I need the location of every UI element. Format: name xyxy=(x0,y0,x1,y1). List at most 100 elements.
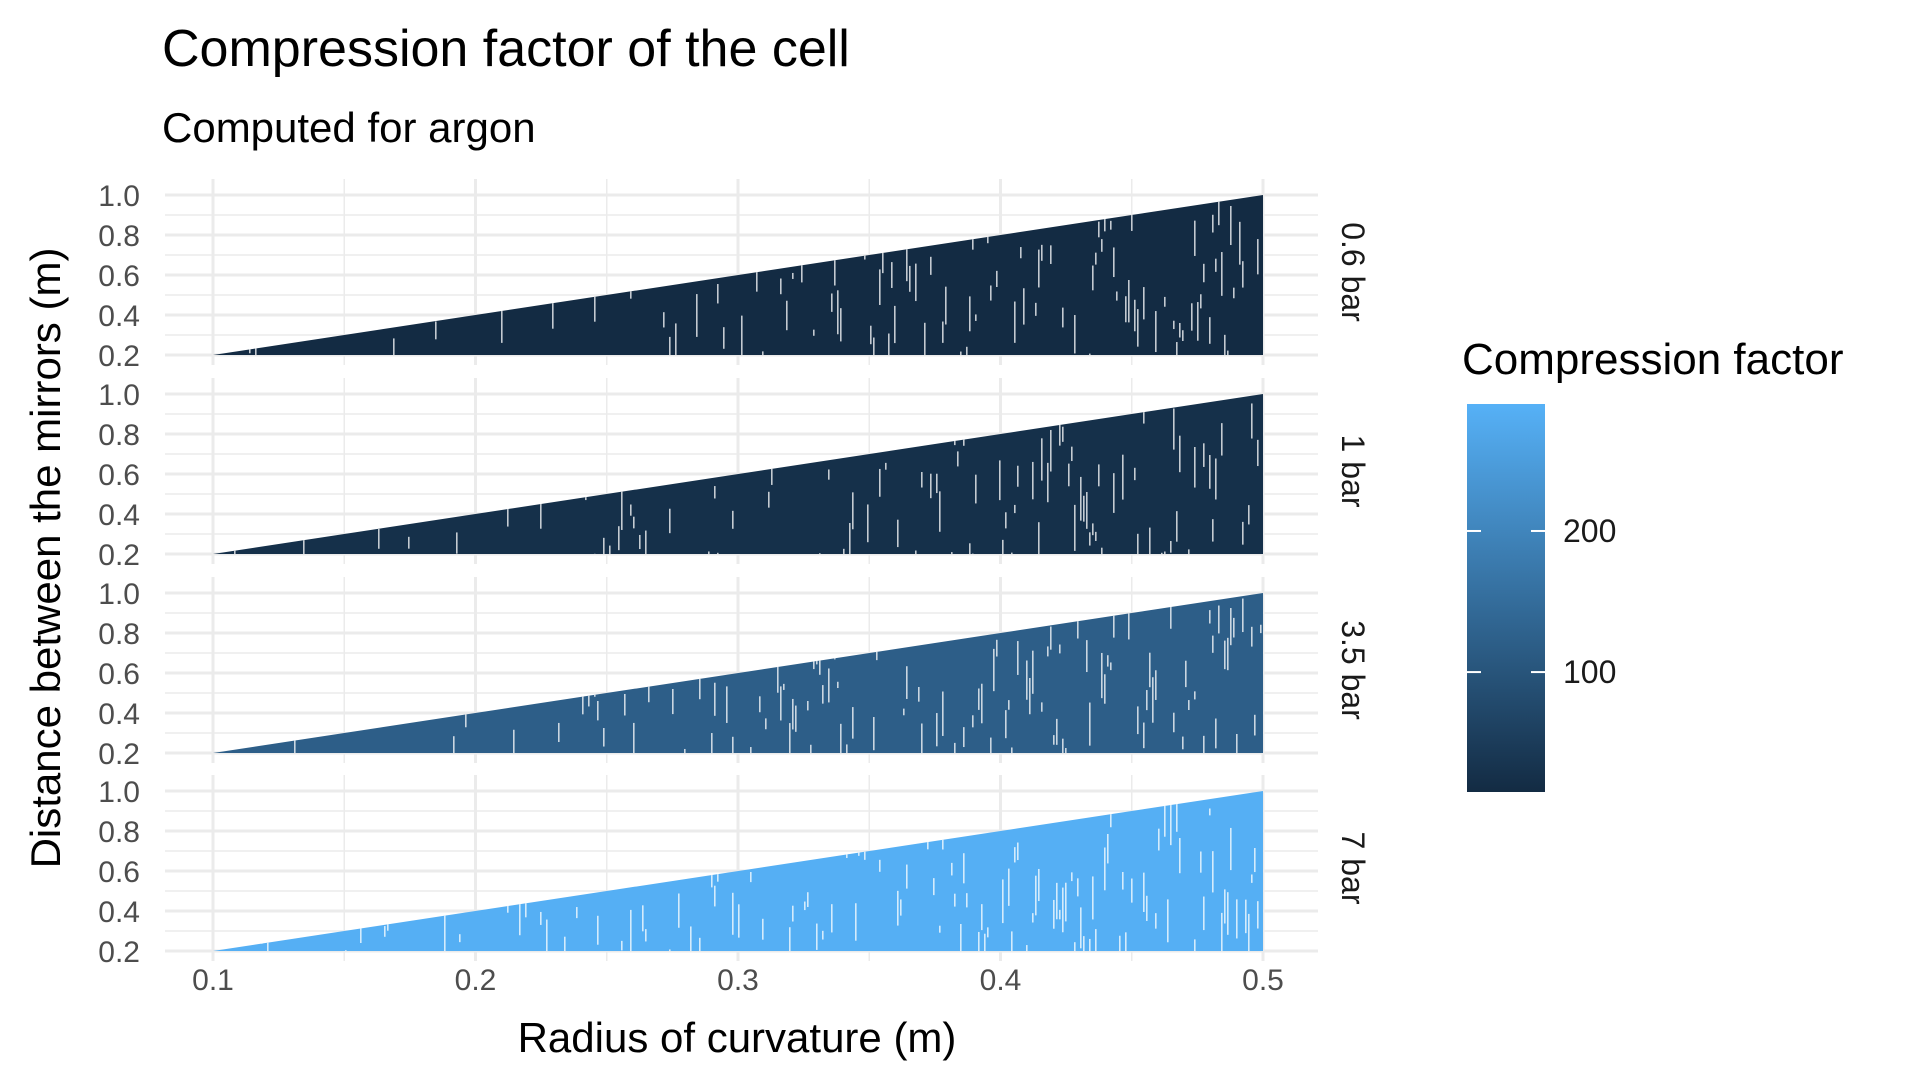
texture-gap xyxy=(855,903,857,941)
texture-gap xyxy=(876,630,878,661)
y-tick-label: 0.4 xyxy=(98,300,140,333)
texture-gap xyxy=(546,919,548,951)
texture-gap xyxy=(1176,801,1178,832)
texture-gap xyxy=(645,530,647,554)
texture-gap xyxy=(456,643,458,686)
texture-gap xyxy=(261,920,263,944)
texture-gap xyxy=(1131,205,1133,231)
texture-gap xyxy=(981,683,983,724)
texture-gap xyxy=(810,744,812,753)
texture-gap xyxy=(1107,833,1109,864)
texture-gap xyxy=(942,821,944,850)
facet-strip-label: 1 bar xyxy=(1335,435,1371,508)
y-tick-label: 0.4 xyxy=(98,896,140,929)
texture-gap xyxy=(1062,738,1064,753)
y-tick-label: 0.6 xyxy=(98,856,140,889)
texture-gap xyxy=(1158,828,1160,851)
texture-gap xyxy=(618,261,620,282)
texture-gap xyxy=(1239,221,1241,265)
texture-gap xyxy=(267,942,269,951)
texture-gap xyxy=(1074,315,1076,354)
texture-gap xyxy=(1077,878,1079,897)
texture-gap xyxy=(1050,626,1052,650)
texture-gap xyxy=(1236,733,1238,753)
texture-gap xyxy=(1236,899,1238,939)
texture-gap xyxy=(300,707,302,729)
texture-gap xyxy=(999,460,1001,501)
texture-gap xyxy=(696,294,698,337)
texture-gap xyxy=(462,598,464,622)
texture-gap xyxy=(1146,895,1148,921)
texture-gap xyxy=(828,668,830,703)
y-tick-label: 1.0 xyxy=(98,578,140,611)
texture-gap xyxy=(1011,747,1013,753)
texture-gap xyxy=(1008,868,1010,906)
texture-gap xyxy=(936,473,938,494)
texture-gap xyxy=(663,652,665,666)
texture-gap xyxy=(1224,889,1226,924)
texture-gap xyxy=(1203,263,1205,283)
texture-gap xyxy=(477,224,479,234)
texture-gap xyxy=(1143,722,1145,749)
texture-gap xyxy=(768,491,770,508)
texture-gap xyxy=(729,418,731,432)
texture-gap xyxy=(603,857,605,882)
texture-gap xyxy=(525,896,527,918)
texture-gap xyxy=(1098,221,1100,238)
texture-gap xyxy=(1116,291,1118,301)
texture-gap xyxy=(897,211,899,247)
texture-gap xyxy=(1092,876,1094,920)
texture-gap xyxy=(1167,899,1169,943)
texture-gap xyxy=(918,686,920,702)
texture-gap xyxy=(390,455,392,487)
texture-gap xyxy=(510,862,512,902)
texture-gap xyxy=(1173,408,1175,450)
texture-gap xyxy=(807,892,809,907)
texture-gap xyxy=(384,926,386,937)
texture-gap xyxy=(1101,652,1103,699)
y-tick-label: 1.0 xyxy=(98,776,140,809)
texture-gap xyxy=(1146,690,1148,711)
texture-gap xyxy=(1137,706,1139,735)
texture-gap xyxy=(1164,296,1166,307)
texture-gap xyxy=(843,214,845,231)
texture-gap xyxy=(435,418,437,441)
texture-gap xyxy=(930,473,932,499)
texture-gap xyxy=(762,351,764,355)
texture-gap xyxy=(738,904,740,938)
legend-tick-label: 100 xyxy=(1563,654,1616,690)
texture-gap xyxy=(675,852,677,879)
texture-gap xyxy=(939,925,941,933)
texture-gap xyxy=(699,674,701,700)
texture-gap xyxy=(678,630,680,674)
x-tick-label: 0.5 xyxy=(1242,964,1284,997)
texture-gap xyxy=(249,345,251,354)
texture-gap xyxy=(897,890,899,926)
texture-gap xyxy=(279,409,281,434)
texture-gap xyxy=(972,553,974,554)
texture-gap xyxy=(972,715,974,728)
texture-gap xyxy=(1128,604,1130,640)
texture-gap xyxy=(789,723,791,753)
texture-gap xyxy=(936,713,938,747)
texture-gap xyxy=(990,791,992,829)
texture-gap xyxy=(1254,714,1256,736)
texture-gap xyxy=(978,688,980,710)
texture-gap xyxy=(1134,467,1136,481)
texture-gap xyxy=(951,862,953,876)
texture-gap xyxy=(1089,702,1091,746)
texture-gap xyxy=(1152,677,1154,723)
texture-gap xyxy=(1212,635,1214,653)
texture-gap xyxy=(1221,252,1223,296)
texture-gap xyxy=(1014,504,1016,514)
texture-gap xyxy=(792,698,794,730)
texture-gap xyxy=(783,404,785,422)
texture-gap xyxy=(867,504,869,543)
texture-gap xyxy=(786,300,788,331)
texture-gap xyxy=(1224,640,1226,670)
texture-gap xyxy=(378,528,380,549)
texture-gap xyxy=(594,553,596,554)
texture-gap xyxy=(435,321,437,340)
texture-gap xyxy=(714,682,716,716)
texture-gap xyxy=(396,219,398,227)
